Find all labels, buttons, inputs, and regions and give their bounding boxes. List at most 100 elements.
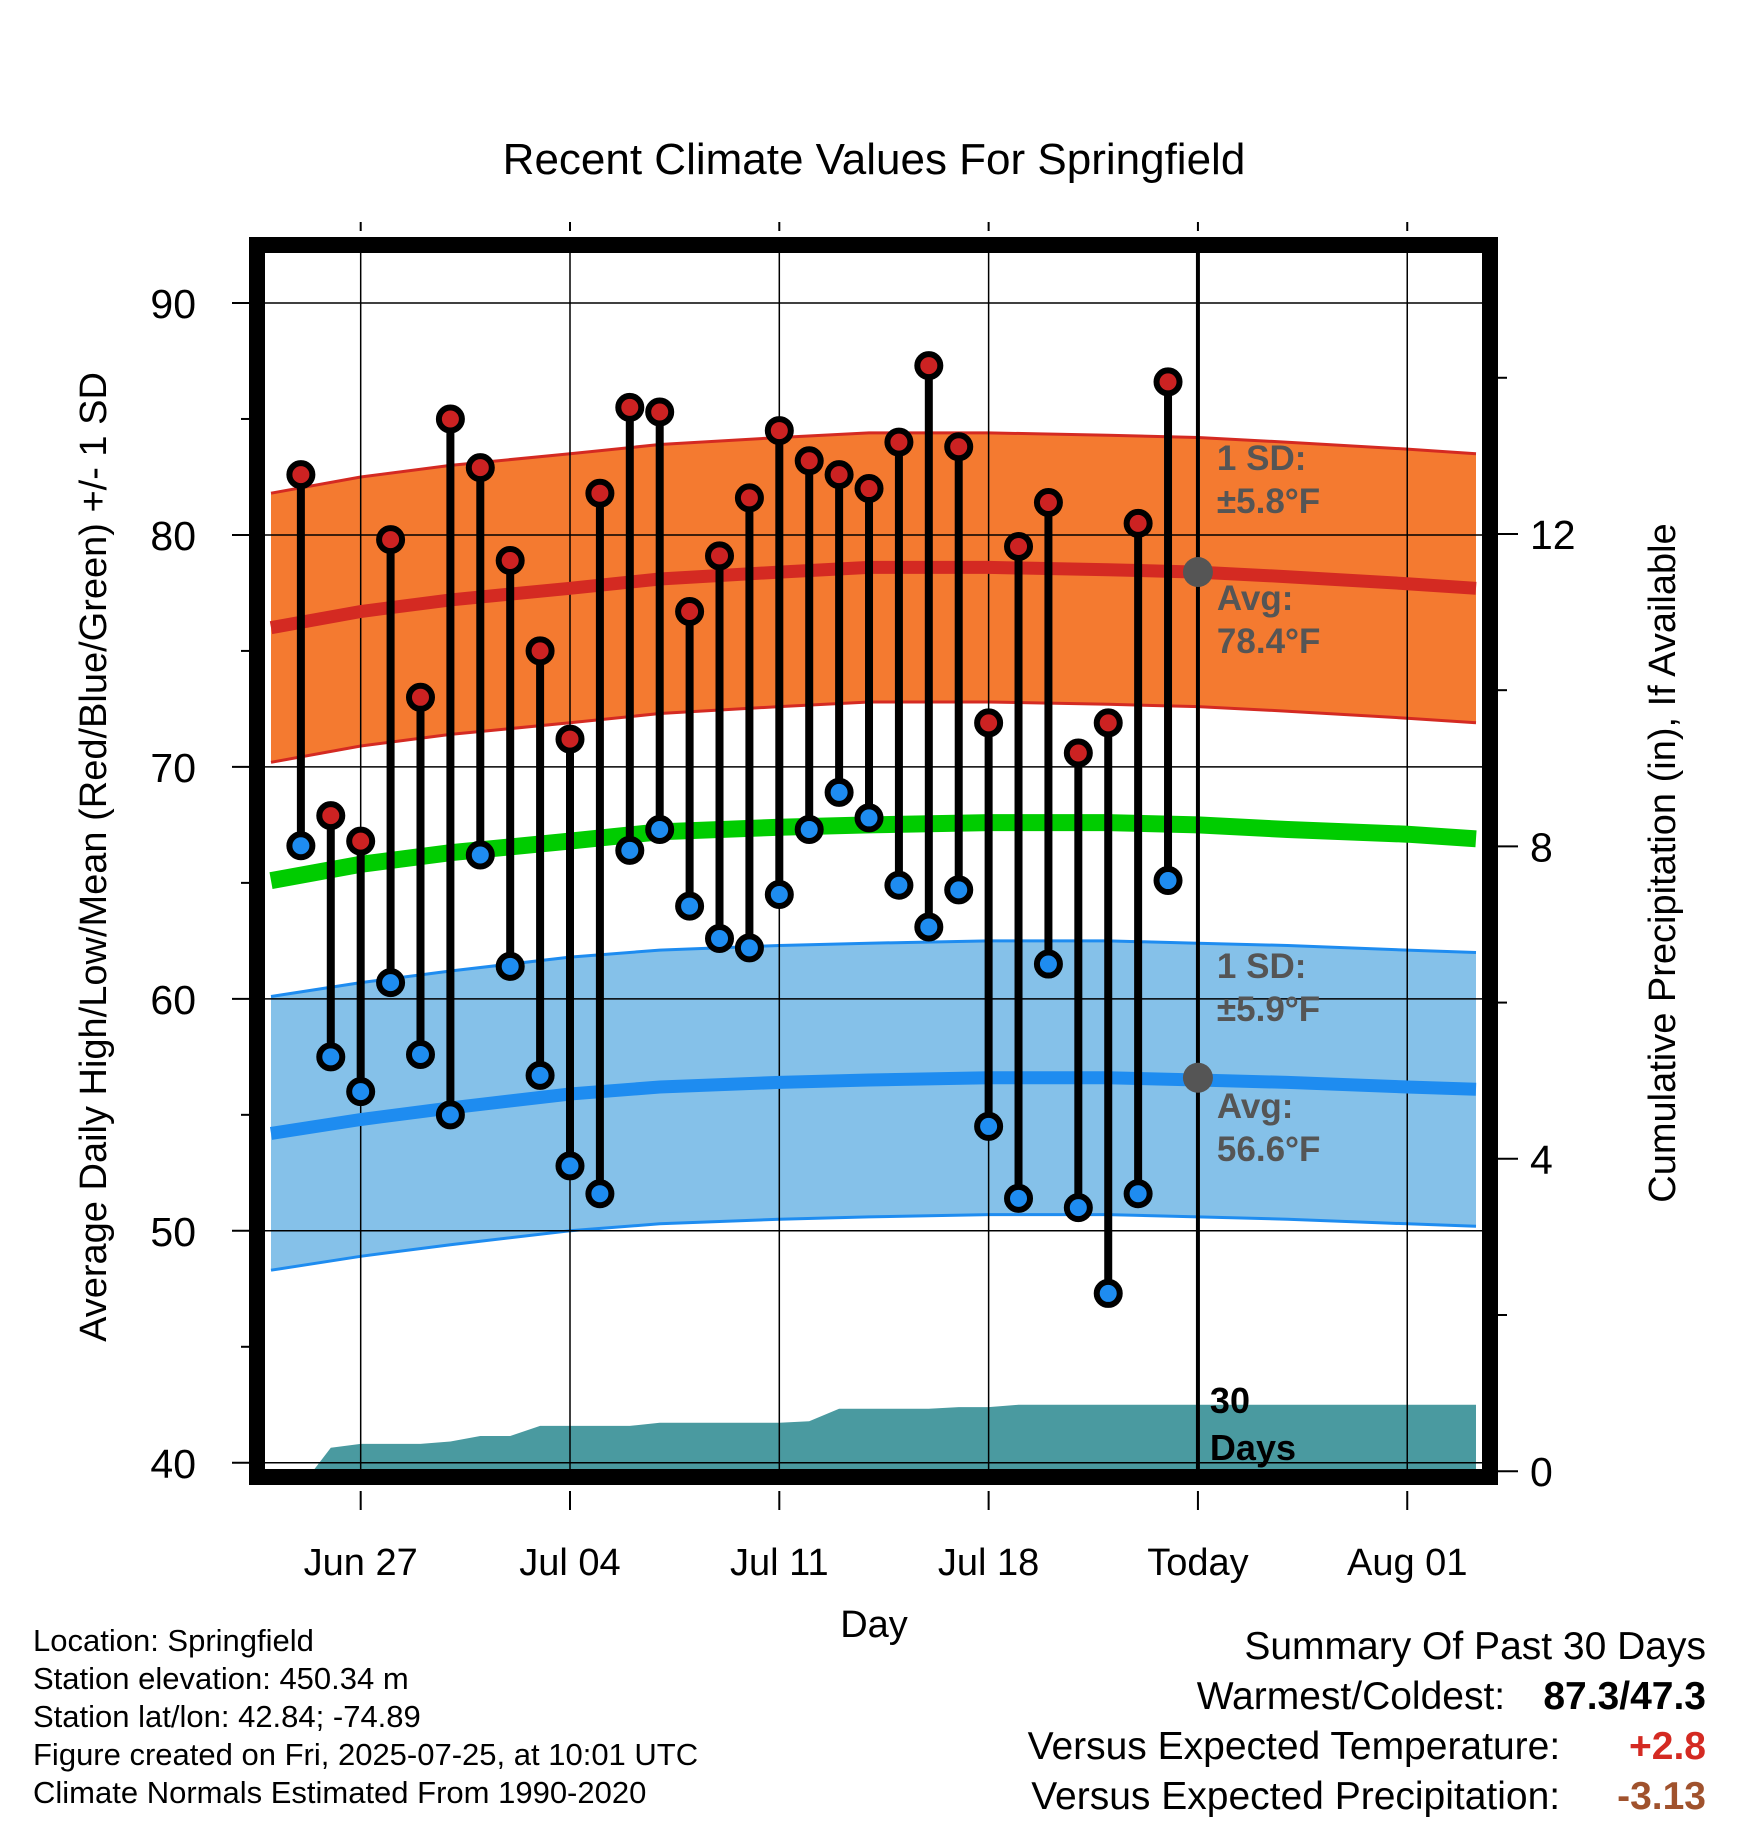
summary-temp: Versus Expected Temperature: +2.8	[1028, 1722, 1706, 1772]
y-right-tick-label: 0	[1530, 1449, 1553, 1495]
low-sd-value: ±5.9°F	[1217, 990, 1320, 1029]
location-text: Location: Springfield	[33, 1623, 314, 1658]
elevation-text: Station elevation: 450.34 m	[33, 1661, 409, 1696]
chart-title: Recent Climate Values For Springfield	[503, 135, 1246, 184]
y-left-tick-label: 50	[150, 1209, 196, 1255]
daily-low-point	[944, 875, 974, 905]
today-high-avg-marker	[1182, 557, 1213, 588]
low-avg-label: Avg:	[1217, 1087, 1293, 1126]
daily-high-point	[645, 397, 675, 427]
window-label-count: 30	[1210, 1380, 1250, 1421]
y-left-tick-label: 60	[150, 977, 196, 1023]
high-sd-label: 1 SD:	[1217, 439, 1306, 478]
daily-low-point	[705, 924, 735, 954]
daily-high-point	[376, 525, 406, 555]
daily-low-point	[734, 933, 764, 963]
daily-low-point	[495, 951, 525, 981]
low-avg-value: 56.6°F	[1217, 1130, 1321, 1169]
daily-high-point	[1093, 708, 1123, 738]
high-avg-label: Avg:	[1217, 579, 1293, 618]
daily-high-point	[465, 453, 495, 483]
daily-high-point	[974, 708, 1004, 738]
daily-low-point	[1063, 1193, 1093, 1223]
high-sd-value: ±5.8°F	[1217, 482, 1320, 521]
y-right-tick-label: 8	[1530, 824, 1553, 870]
summary-panel: Summary Of Past 30 Days Warmest/Coldest:…	[1028, 1622, 1706, 1822]
daily-low-point	[376, 968, 406, 998]
daily-low-point	[286, 831, 316, 861]
daily-high-point	[1123, 508, 1153, 538]
warm-cold-label: Warmest/Coldest:	[1196, 1675, 1506, 1718]
daily-high-point	[525, 636, 555, 666]
daily-high-point	[346, 826, 376, 856]
precip-area	[265, 1404, 1476, 1472]
daily-high-point	[794, 446, 824, 476]
plot-frame	[249, 237, 1498, 1485]
daily-high-point	[555, 724, 585, 754]
y-left-tick-label: 70	[150, 745, 196, 791]
daily-high-point	[824, 460, 854, 490]
daily-low-point	[824, 777, 854, 807]
y-right-tick-label: 4	[1530, 1137, 1553, 1183]
daily-high-point	[884, 427, 914, 457]
daily-high-point	[495, 545, 525, 575]
station-info: Location: Springfield Station elevation:…	[33, 1622, 698, 1812]
summary-warm-cold: Warmest/Coldest: 87.3/47.3	[1028, 1672, 1706, 1722]
y-left-tick-label: 90	[150, 281, 196, 327]
daily-low-point	[764, 879, 794, 909]
daily-low-point	[1153, 866, 1183, 896]
latlon-text: Station lat/lon: 42.84; -74.89	[33, 1699, 421, 1734]
precip-delta-label: Versus Expected Precipitation:	[1031, 1775, 1561, 1818]
low-sd-lower-edge	[270, 1213, 1477, 1272]
daily-high-point	[764, 416, 794, 446]
y-left-tick-label: 80	[150, 513, 196, 559]
daily-low-point	[615, 835, 645, 865]
daily-low-point	[346, 1077, 376, 1107]
y-left-tick-label: 40	[150, 1441, 196, 1487]
daily-high-point	[675, 596, 705, 626]
high-sd-band	[271, 432, 1476, 763]
daily-high-point	[405, 682, 435, 712]
daily-low-point	[465, 840, 495, 870]
daily-low-point	[675, 891, 705, 921]
summary-precip: Versus Expected Precipitation: -3.13	[1028, 1772, 1706, 1822]
daily-low-point	[645, 815, 675, 845]
daily-high-point	[1063, 738, 1093, 768]
daily-low-point	[794, 815, 824, 845]
x-tick-label: Today	[1147, 1542, 1248, 1584]
daily-high-point	[944, 432, 974, 462]
daily-low-point	[585, 1179, 615, 1209]
window-label-unit: Days	[1210, 1427, 1296, 1468]
daily-low-point	[405, 1040, 435, 1070]
daily-low-point	[525, 1060, 555, 1090]
daily-high-point	[1153, 367, 1183, 397]
temp-delta-label: Versus Expected Temperature:	[1027, 1725, 1561, 1768]
y-right-tick-label: 12	[1530, 512, 1576, 558]
x-tick-label: Jul 11	[730, 1542, 829, 1584]
plot-area: 40 50 60 70 80 90 0 4 8 12 Jun 27 Jul 04 Jul 11 Jul 1…	[150, 222, 1576, 1584]
normals-text: Climate Normals Estimated From 1990-2020	[33, 1775, 647, 1810]
daily-low-point	[974, 1111, 1004, 1141]
x-tick-label: Jun 27	[304, 1542, 418, 1584]
daily-high-point	[615, 392, 645, 422]
precip-delta-value: -3.13	[1617, 1775, 1706, 1818]
daily-low-point	[854, 803, 884, 833]
high-avg-value: 78.4°F	[1217, 622, 1321, 661]
created-text: Figure created on Fri, 2025-07-25, at 10…	[33, 1737, 699, 1772]
daily-high-point	[1033, 487, 1063, 517]
y-axis-title-left: Average Daily High/Low/Mean (Red/Blue/Gr…	[73, 372, 115, 1342]
daily-high-point	[705, 541, 735, 571]
warm-cold-value: 87.3/47.3	[1543, 1675, 1706, 1718]
daily-high-point	[585, 478, 615, 508]
daily-high-point	[286, 460, 316, 490]
daily-high-point	[316, 801, 346, 831]
daily-low-point	[1123, 1179, 1153, 1209]
y-axis-title-right: Cumulative Precipitation (in), If Availa…	[1642, 523, 1684, 1202]
today-low-avg-marker	[1182, 1062, 1213, 1093]
daily-low-point	[914, 912, 944, 942]
daily-high-point	[914, 351, 944, 381]
low-sd-label: 1 SD:	[1217, 947, 1306, 986]
daily-low-point	[1004, 1183, 1034, 1213]
daily-high-point	[734, 483, 764, 513]
